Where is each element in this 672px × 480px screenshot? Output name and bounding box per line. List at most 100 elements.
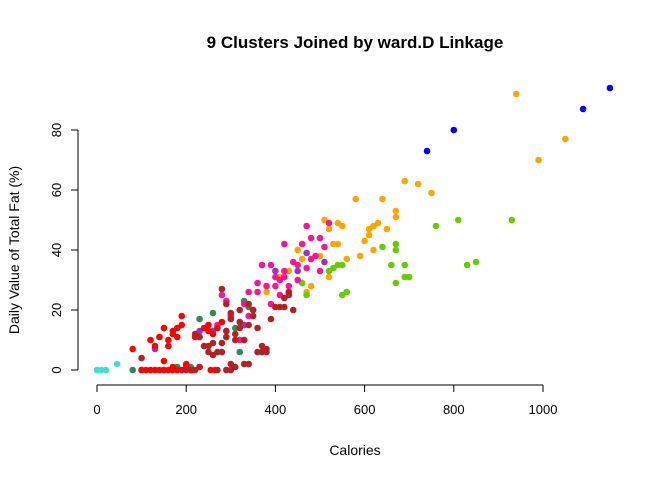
data-point	[321, 243, 328, 251]
data-point	[294, 276, 302, 284]
data-point	[240, 336, 248, 344]
data-point	[218, 318, 226, 326]
data-point	[374, 219, 382, 227]
data-point	[178, 321, 186, 329]
data-point	[205, 321, 212, 329]
data-point	[160, 324, 168, 332]
chart-title: 9 Clusters Joined by ward.D Linkage	[207, 33, 504, 52]
data-point	[401, 177, 409, 185]
data-point	[263, 348, 270, 356]
data-point	[223, 333, 230, 341]
x-axis-ticks: 0 200 400 600 800 1000	[93, 385, 557, 417]
data-point	[463, 261, 471, 269]
data-point	[218, 291, 226, 299]
x-tick-label: 0	[93, 402, 100, 417]
data-point	[249, 312, 257, 320]
data-point	[249, 306, 257, 314]
data-point	[227, 315, 235, 323]
x-axis-label: Calories	[329, 442, 380, 458]
data-point	[214, 366, 221, 374]
data-point	[272, 267, 279, 275]
data-point	[272, 282, 279, 290]
data-point	[209, 309, 217, 317]
data-point	[236, 324, 244, 332]
y-tick-label: 80	[49, 123, 64, 137]
x-tick-label: 600	[354, 402, 376, 417]
data-point	[218, 339, 226, 347]
data-point	[227, 309, 235, 317]
data-point	[227, 360, 235, 368]
data-point	[218, 348, 226, 356]
x-tick-label: 200	[175, 402, 197, 417]
data-point	[379, 243, 386, 251]
data-point	[258, 261, 266, 269]
data-point	[281, 240, 288, 248]
data-point	[316, 267, 324, 275]
data-point	[392, 240, 400, 248]
data-point	[401, 261, 409, 269]
data-point	[325, 225, 333, 233]
data-point	[512, 90, 520, 98]
data-point	[173, 366, 181, 374]
data-point	[178, 312, 186, 320]
data-point	[312, 252, 319, 260]
y-tick-label: 40	[49, 243, 64, 257]
data-point	[379, 195, 386, 203]
data-point	[281, 303, 288, 311]
data-point	[196, 333, 203, 341]
data-point	[245, 360, 252, 368]
data-point	[303, 222, 310, 230]
data-point	[223, 300, 230, 308]
data-point	[113, 360, 121, 368]
data-point	[151, 342, 159, 350]
x-tick-label: 1000	[529, 402, 558, 417]
data-point	[281, 267, 288, 275]
data-point	[231, 336, 239, 344]
data-point	[508, 216, 516, 224]
data-point	[245, 288, 252, 296]
y-axis-label: Daily Value of Total Fat (%)	[6, 166, 22, 334]
data-point	[245, 321, 252, 329]
data-point	[562, 135, 569, 143]
data-point	[316, 234, 324, 242]
data-point	[339, 222, 346, 230]
data-point	[343, 255, 351, 263]
data-point	[325, 273, 333, 281]
data-point	[606, 84, 614, 92]
data-point	[383, 225, 391, 233]
data-point	[267, 261, 275, 269]
data-point	[339, 261, 346, 269]
data-point	[365, 231, 373, 239]
data-point	[472, 258, 480, 266]
data-point	[361, 237, 368, 245]
data-point	[209, 330, 217, 338]
data-point	[147, 336, 154, 344]
data-point	[205, 348, 212, 356]
data-point	[263, 282, 270, 290]
data-point	[263, 288, 270, 296]
data-point	[289, 306, 297, 314]
data-point	[294, 267, 302, 275]
data-point	[370, 246, 377, 254]
data-point	[182, 366, 190, 374]
data-point	[285, 282, 293, 290]
data-point	[156, 333, 163, 341]
data-point	[160, 357, 168, 365]
data-point	[392, 246, 400, 254]
data-point	[303, 249, 310, 257]
data-point	[343, 288, 351, 296]
data-point	[285, 288, 293, 296]
y-tick-label: 0	[49, 366, 64, 373]
data-point	[298, 255, 306, 263]
data-point	[165, 336, 172, 344]
data-point	[356, 252, 364, 260]
data-point	[138, 354, 145, 362]
data-point	[432, 222, 440, 230]
data-point	[454, 216, 462, 224]
data-point	[236, 348, 244, 356]
data-point	[281, 273, 288, 281]
data-point	[414, 180, 422, 188]
data-point	[209, 339, 217, 347]
data-point	[298, 240, 306, 248]
